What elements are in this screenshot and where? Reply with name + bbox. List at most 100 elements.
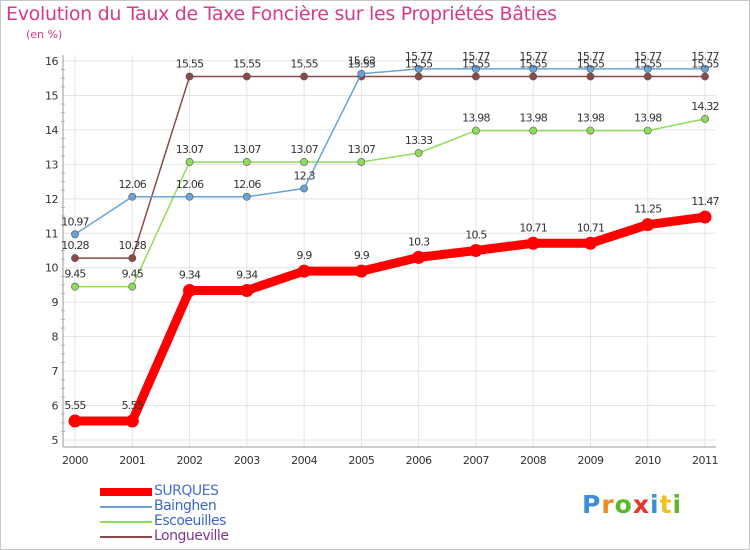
- data-point-bainghen: [185, 192, 194, 201]
- logo-letter: o: [614, 490, 633, 519]
- data-label-escoeuilles: 13.07: [290, 143, 318, 156]
- legend-swatch: [100, 536, 152, 538]
- y-tick-label: 12: [45, 193, 58, 206]
- data-point-surques: [240, 283, 254, 297]
- data-point-escoeuilles: [128, 282, 137, 291]
- data-label-escoeuilles: 13.33: [405, 134, 433, 147]
- y-tick-label: 9: [52, 296, 59, 309]
- data-label-surques: 10.5: [465, 229, 487, 242]
- data-label-longueville: 15.55: [405, 58, 433, 71]
- x-tick-label: 2009: [577, 454, 603, 467]
- data-label-bainghen: 15.77: [462, 50, 490, 63]
- series-lines: [68, 65, 712, 428]
- data-point-bainghen: [357, 69, 366, 78]
- data-point-bainghen: [586, 65, 595, 73]
- data-label-surques: 5.55: [122, 399, 144, 412]
- data-point-bainghen: [242, 192, 251, 201]
- data-point-surques: [469, 244, 483, 257]
- data-point-bainghen: [71, 230, 79, 239]
- data-labels: 10.28 10.28 15.55 15.55 15.55 15.55 15.55 15.55…: [61, 50, 720, 412]
- data-point-longueville: [701, 72, 709, 81]
- legend-item: Longueville: [100, 529, 320, 544]
- data-point-escoeuilles: [300, 158, 308, 166]
- x-tick-label: 2005: [348, 454, 374, 467]
- data-label-longueville: 15.55: [577, 58, 605, 71]
- data-point-surques: [125, 414, 139, 428]
- y-tick-label: 11: [45, 227, 58, 240]
- data-point-surques: [412, 250, 426, 264]
- data-point-escoeuilles: [185, 158, 194, 166]
- data-label-escoeuilles: 13.98: [634, 112, 662, 125]
- data-point-longueville: [300, 72, 308, 81]
- data-label-escoeuilles: 13.07: [233, 143, 261, 156]
- data-label-bainghen: 15.77: [405, 50, 433, 63]
- data-point-escoeuilles: [242, 158, 251, 166]
- x-tick-label: 2002: [177, 454, 203, 467]
- data-point-longueville: [414, 72, 423, 81]
- data-label-surques: 9.34: [236, 268, 258, 281]
- data-point-bainghen: [701, 65, 709, 73]
- data-point-bainghen: [128, 192, 137, 201]
- data-label-longueville: 15.55: [691, 58, 719, 71]
- data-point-bainghen: [472, 65, 480, 73]
- data-label-surques: 10.71: [577, 221, 605, 234]
- axes: 5 6 7 8 9 10 11 12 13 14 15 16 2000 2001 2002 2003 2004 2…: [45, 55, 719, 467]
- legend-item: SURQUES: [100, 484, 320, 499]
- data-point-longueville: [529, 72, 538, 81]
- series-line-longueville: [74, 75, 706, 259]
- data-point-escoeuilles: [71, 282, 79, 291]
- data-point-surques: [641, 218, 655, 232]
- x-tick-label: 2010: [635, 454, 661, 467]
- grid: [63, 55, 716, 447]
- data-label-longueville: 15.55: [233, 58, 261, 71]
- data-point-surques: [583, 236, 597, 250]
- data-label-escoeuilles: 13.07: [348, 143, 376, 156]
- data-label-bainghen: 15.77: [691, 50, 719, 63]
- y-tick-label: 7: [52, 365, 59, 378]
- x-tick-label: 2001: [119, 454, 145, 467]
- y-tick-label: 16: [45, 55, 58, 68]
- legend-item: Escoeuilles: [100, 514, 320, 529]
- legend-swatch: [100, 506, 152, 508]
- data-point-escoeuilles: [701, 114, 709, 123]
- y-tick-label: 10: [45, 262, 58, 275]
- x-tick-label: 2006: [406, 454, 432, 467]
- series-line-bainghen: [74, 68, 706, 236]
- x-tick-label: 2007: [463, 454, 489, 467]
- data-label-escoeuilles: 9.45: [64, 268, 86, 281]
- chart-title: Evolution du Taux de Taxe Foncière sur l…: [6, 3, 557, 25]
- data-label-surques: 9.9: [297, 249, 313, 262]
- data-point-surques: [354, 264, 368, 278]
- data-label-surques: 9.9: [354, 249, 370, 262]
- logo-letter: r: [601, 490, 615, 519]
- y-axis-unit: (en %): [26, 28, 63, 41]
- series-line-surques: [70, 212, 710, 426]
- data-label-longueville: 15.55: [519, 58, 547, 71]
- data-label-surques: 5.55: [64, 399, 86, 412]
- data-label-bainghen: 12.06: [233, 178, 261, 191]
- data-label-bainghen: 15.77: [577, 50, 605, 63]
- data-label-bainghen: 12.06: [119, 178, 147, 191]
- legend-swatch: [100, 488, 152, 496]
- data-label-surques: 10.71: [519, 221, 547, 234]
- y-tick-label: 14: [45, 124, 58, 137]
- data-label-surques: 11.47: [691, 195, 719, 208]
- data-point-longueville: [586, 72, 595, 81]
- data-point-longueville: [472, 72, 480, 81]
- data-point-bainghen: [300, 184, 308, 193]
- data-point-escoeuilles: [414, 149, 423, 157]
- data-point-bainghen: [414, 65, 423, 73]
- data-label-bainghen: 12.06: [176, 178, 204, 191]
- data-label-escoeuilles: 13.07: [176, 143, 204, 156]
- series-line-escoeuilles: [74, 118, 706, 288]
- logo-letter: x: [632, 490, 650, 519]
- data-label-longueville: 15.55: [348, 58, 376, 71]
- y-tick-label: 8: [52, 331, 59, 344]
- logo-letter: i: [672, 490, 683, 519]
- data-point-escoeuilles: [357, 158, 366, 166]
- data-point-longueville: [643, 72, 652, 81]
- y-tick-label: 13: [45, 158, 58, 171]
- data-label-bainghen: 12.3: [293, 169, 315, 182]
